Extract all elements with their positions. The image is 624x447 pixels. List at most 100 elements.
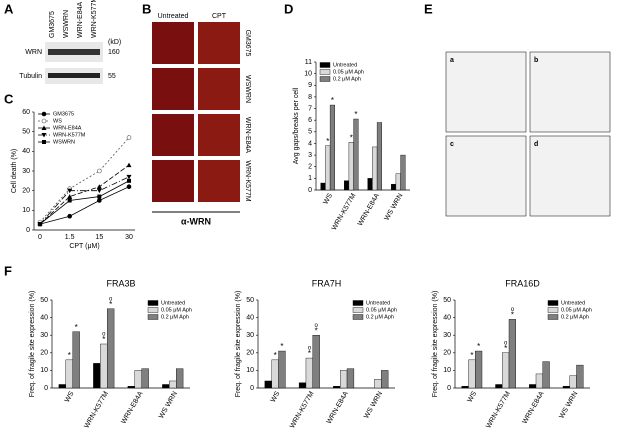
legend-swatch [547,300,559,306]
marker [38,222,42,227]
x-tick-label: 15 [95,234,103,241]
bar [576,364,584,389]
legend-label: 0.05 μM Aph [333,69,364,75]
blot-unit: (kD) [108,39,121,46]
bar [312,335,320,389]
panel-label: B [142,1,151,16]
blot-column: GM3675 [49,11,56,38]
x-tick-label: WRN-E84A [120,390,144,425]
blot-size: 160 [108,49,120,56]
bar [535,373,543,389]
significance-marker: * [308,349,311,358]
bar [562,386,570,389]
bar [376,122,383,191]
y-tick-label: 40 [246,314,254,321]
significance-marker: * [504,344,507,353]
blot-row-label: WRN [25,49,42,56]
bar [264,380,272,389]
blot-column: WSWRN [63,10,70,38]
significance-marker: o [109,296,113,302]
x-tick-label: WS [467,390,479,404]
legend-swatch [352,300,364,306]
y-tick-label: 3 [308,152,312,159]
karyotype-label: d [534,141,538,148]
bar [93,363,101,389]
bar [400,154,406,191]
x-tick-label: WRN-E84A [357,192,381,227]
legend-swatch [352,314,364,320]
blot-row-label: Tubulin [19,73,42,80]
bar [529,384,537,389]
legend-swatch [319,62,331,68]
legend-label: 0.05 μM Aph [366,307,397,313]
bar [298,382,307,389]
x-tick-label: WS WRN [558,390,579,419]
y-tick-label: 30 [443,332,451,339]
significance-marker: * [75,323,78,332]
y-tick-label: 10 [304,70,312,77]
x-tick-label: WS WRN [384,192,405,221]
y-axis-label: Freq. of fragile site expression (%) [432,291,439,398]
legend-label: 0.2 μM Aph [333,76,361,82]
x-tick-label: 1.5 [65,234,75,241]
y-tick-label: 0 [308,187,312,194]
legend-swatch [319,69,331,75]
legend-marker [42,140,46,144]
legend-label: 0.2 μM Aph [161,314,189,320]
y-tick-label: 20 [246,350,254,357]
significance-marker: o [504,340,508,346]
marker [97,168,102,174]
bar [325,145,331,191]
bar [461,386,469,389]
condition-label: CPT [212,13,227,20]
marker [96,188,102,194]
y-tick-label: 6 [308,117,312,124]
y-tick-label: 10 [246,367,254,374]
y-axis-label: Cell death (%) [11,149,18,193]
x-tick-label: WRN-E84A [522,390,546,425]
significance-marker: o [315,323,319,329]
legend-label: Untreated [561,300,585,306]
series-line [39,186,130,225]
line-label: GM3675 [244,30,251,57]
legend-swatch [547,314,559,320]
marker [97,198,102,203]
series-line [39,137,130,223]
legend-swatch [319,76,331,82]
marker [97,194,102,199]
bar [169,380,177,389]
significance-marker: * [315,326,318,335]
x-tick-label: WS [64,390,76,404]
marker [67,194,73,199]
significance-marker: * [68,351,71,360]
x-tick-label: 30 [125,234,133,241]
y-axis-label: Avg gaps/breaks per cell [293,87,300,164]
y-tick-label: 9 [308,82,312,89]
bar [329,104,336,191]
bar [100,343,108,389]
bar [65,359,73,389]
marker [127,178,131,183]
legend-label: Untreated [333,62,357,68]
legend-label: 0.05 μM Aph [561,307,592,313]
y-tick-label: 20 [22,188,30,195]
legend-label: 0.2 μM Aph [561,314,589,320]
blot-size: 55 [108,73,116,80]
y-tick-label: 10 [40,367,48,374]
marker [126,174,132,180]
x-tick-label: WRN-K577M [289,390,316,429]
x-tick-label: WS WRN [363,390,384,419]
legend-swatch [147,307,159,313]
y-tick-label: 40 [40,314,48,321]
panel-label: F [4,263,12,278]
marker [96,184,102,189]
bar [395,173,401,191]
bar [271,359,279,389]
blot-column: WRN-K577M [91,0,98,38]
series-line [39,180,130,225]
significance-marker: * [350,133,353,142]
significance-marker: * [331,96,334,105]
legend-label: WRN-K577M [53,132,86,138]
karyotype-label: a [450,57,454,64]
